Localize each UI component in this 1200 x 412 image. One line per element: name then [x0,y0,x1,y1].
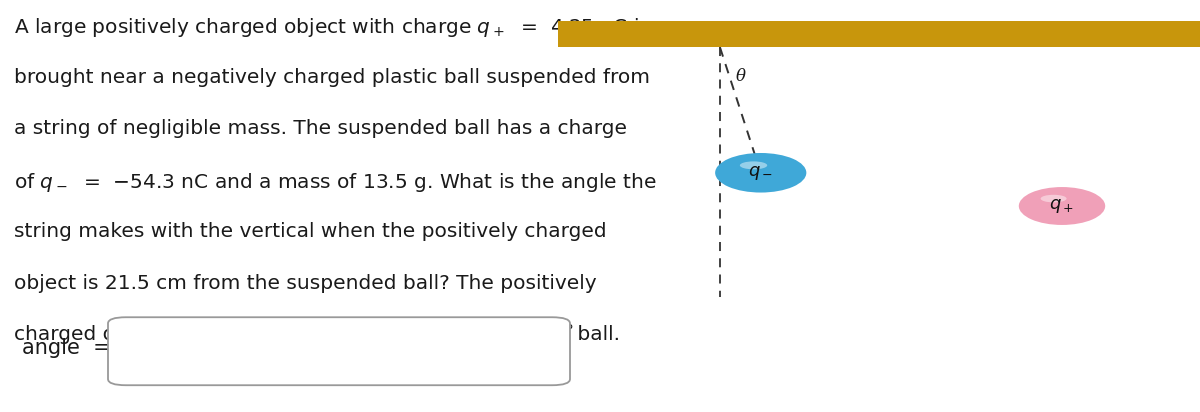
Ellipse shape [740,162,767,169]
Text: of $q_-$  =  −54.3 nC and a mass of 13.5 g. What is the angle the: of $q_-$ = −54.3 nC and a mass of 13.5 g… [14,171,656,194]
Text: string makes with the vertical when the positively charged: string makes with the vertical when the … [14,222,607,241]
Text: θ: θ [736,68,745,85]
Bar [558,21,1200,47]
FancyBboxPatch shape [108,317,570,385]
Text: $q_-$: $q_-$ [748,164,773,182]
Text: A large positively charged object with charge $q_+$  =  4.25 μC is: A large positively charged object with c… [14,16,650,40]
Ellipse shape [1019,187,1105,225]
Text: a string of negligible mass. The suspended ball has a charge: a string of negligible mass. The suspend… [14,119,628,138]
Text: °: ° [564,323,574,341]
Text: object is 21.5 cm from the suspended ball? The positively: object is 21.5 cm from the suspended bal… [14,274,598,293]
Text: charged object is at the same height as the suspended ball.: charged object is at the same height as … [14,325,620,344]
Text: brought near a negatively charged plastic ball suspended from: brought near a negatively charged plasti… [14,68,650,87]
Text: $q_+$: $q_+$ [1050,197,1074,215]
Ellipse shape [715,153,806,192]
Text: angle  =: angle = [22,338,110,358]
Ellipse shape [1040,195,1067,202]
